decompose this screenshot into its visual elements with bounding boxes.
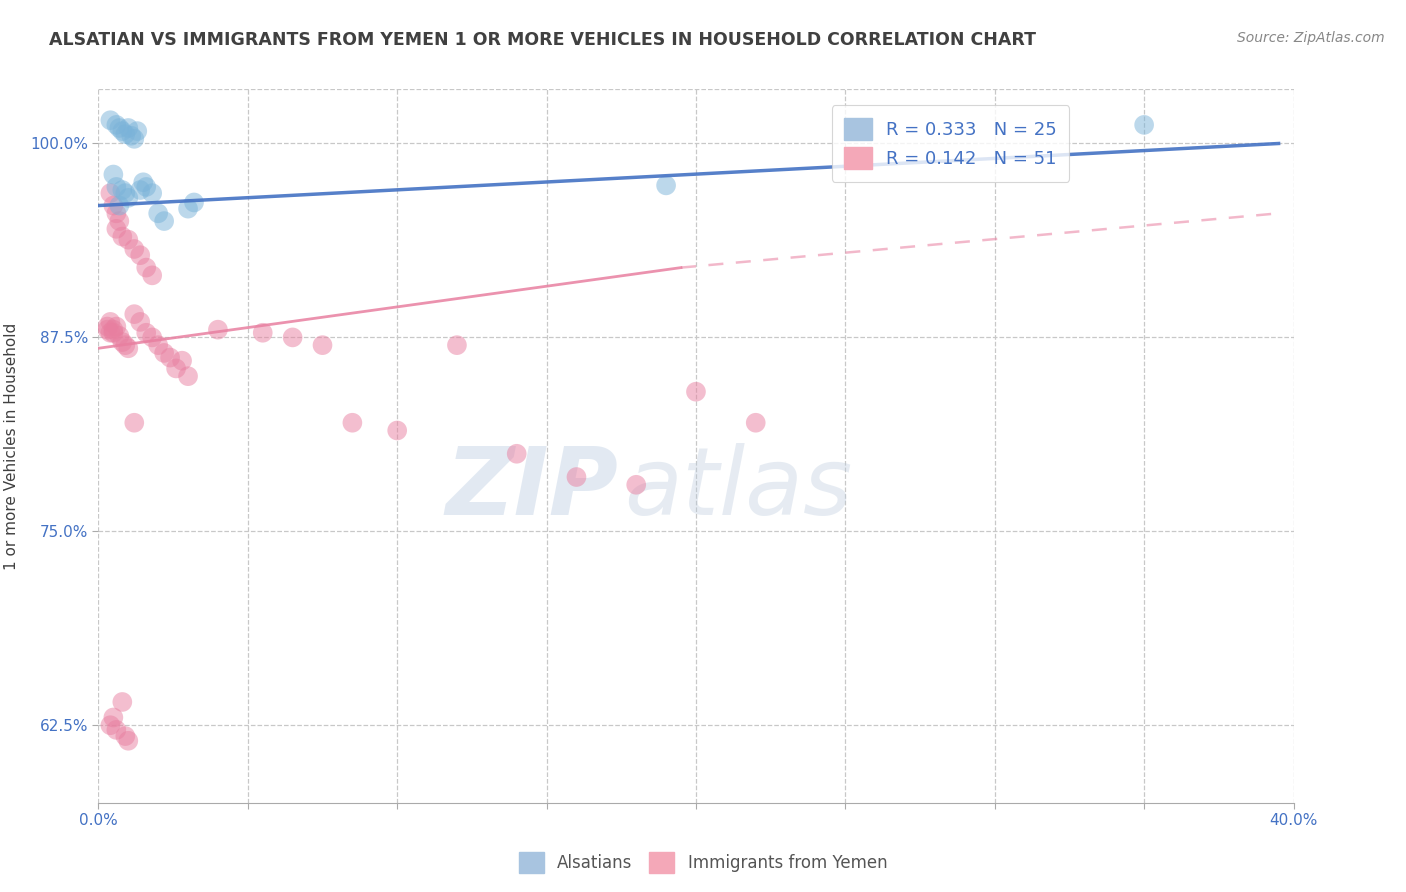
Point [105,222,128,236]
Point [183,195,205,210]
Point [98,186,122,201]
Point [111,124,134,138]
Point [124,307,146,321]
Point [141,330,163,344]
Point [103,198,125,212]
Point [565,470,588,484]
Point [98,113,122,128]
Point [108,214,131,228]
Point [385,424,409,438]
Point [105,723,128,737]
Point [108,120,131,135]
Point [446,338,468,352]
Point [114,729,136,743]
Point [127,124,149,138]
Point [342,416,364,430]
Text: Source: ZipAtlas.com: Source: ZipAtlas.com [1237,31,1385,45]
Point [96,323,118,337]
Point [148,206,170,220]
Point [111,695,134,709]
Point [159,351,181,365]
Point [124,416,146,430]
Point [117,191,139,205]
Point [117,341,139,355]
Point [745,416,768,430]
Text: ZIP: ZIP [446,442,619,535]
Point [129,315,152,329]
Point [153,214,176,228]
Point [177,369,200,384]
Point [105,206,128,220]
Point [311,338,333,352]
Point [117,120,139,135]
Point [103,326,125,340]
Point [135,260,157,275]
Point [626,477,648,491]
Point [172,353,194,368]
Point [105,319,128,334]
Point [111,183,134,197]
Point [129,183,152,197]
Legend: R = 0.333   N = 25, R = 0.142   N = 51: R = 0.333 N = 25, R = 0.142 N = 51 [832,105,1070,182]
Point [252,326,274,340]
Point [281,330,304,344]
Point [111,229,134,244]
Point [132,175,155,189]
Point [120,128,142,143]
Point [177,202,200,216]
Point [117,733,139,747]
Point [98,718,122,732]
Text: atlas: atlas [624,443,852,534]
Point [153,346,176,360]
Point [129,248,152,262]
Point [114,127,136,141]
Point [124,132,146,146]
Point [105,180,128,194]
Point [141,186,163,201]
Point [685,384,707,399]
Point [98,315,122,329]
Point [124,242,146,256]
Point [105,118,128,132]
Point [98,326,122,340]
Point [117,233,139,247]
Text: ALSATIAN VS IMMIGRANTS FROM YEMEN 1 OR MORE VEHICLES IN HOUSEHOLD CORRELATION CH: ALSATIAN VS IMMIGRANTS FROM YEMEN 1 OR M… [49,31,1036,49]
Point [135,180,157,194]
Point [506,447,529,461]
Point [108,198,131,212]
Legend: Alsatians, Immigrants from Yemen: Alsatians, Immigrants from Yemen [512,846,894,880]
Point [148,338,170,352]
Y-axis label: 1 or more Vehicles in Household: 1 or more Vehicles in Household [4,322,18,570]
Point [207,323,229,337]
Point [114,186,136,201]
Point [103,168,125,182]
Point [655,178,678,193]
Point [114,338,136,352]
Point [103,710,125,724]
Point [141,268,163,283]
Point [108,329,131,343]
Point [135,326,157,340]
Point [111,334,134,349]
Point [165,361,187,376]
Point [96,319,118,334]
Point [1133,118,1156,132]
Point [103,323,125,337]
